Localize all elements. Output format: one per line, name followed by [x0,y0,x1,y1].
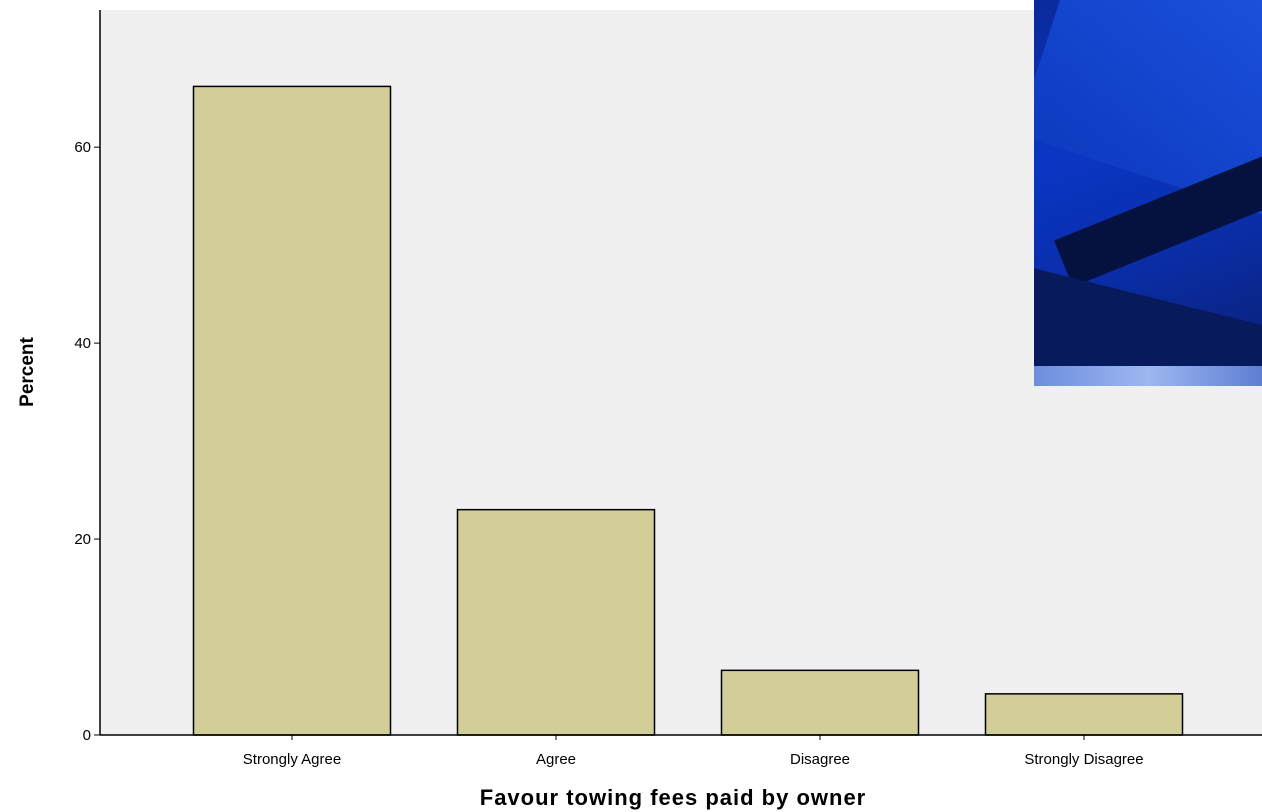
bar-disagree [720,669,920,736]
bar-strongly-agree [192,85,392,736]
x-tick-label: Disagree [790,751,850,768]
x-tick-label: Strongly Agree [243,751,341,768]
y-tick-label: 0 [83,727,91,744]
y-tick-label: 40 [74,335,91,352]
bar-agree [456,508,656,736]
y-axis-title: Percent [17,336,38,406]
x-tick-label: Agree [536,751,576,768]
y-ticks-group: 0 20 40 60 [74,139,100,744]
y-tick-label: 60 [74,139,91,156]
bars-group [192,85,1184,736]
x-axis-title: Favour towing fees paid by owner [480,785,867,810]
y-tick-label: 20 [74,531,91,548]
x-ticks-group: Strongly Agree Agree Disagree Strongly Disa… [243,735,1144,768]
photo-thumbnail-icon [1034,0,1262,386]
bar-strongly-disagree [984,693,1184,736]
x-tick-label: Strongly Disagree [1024,751,1143,768]
